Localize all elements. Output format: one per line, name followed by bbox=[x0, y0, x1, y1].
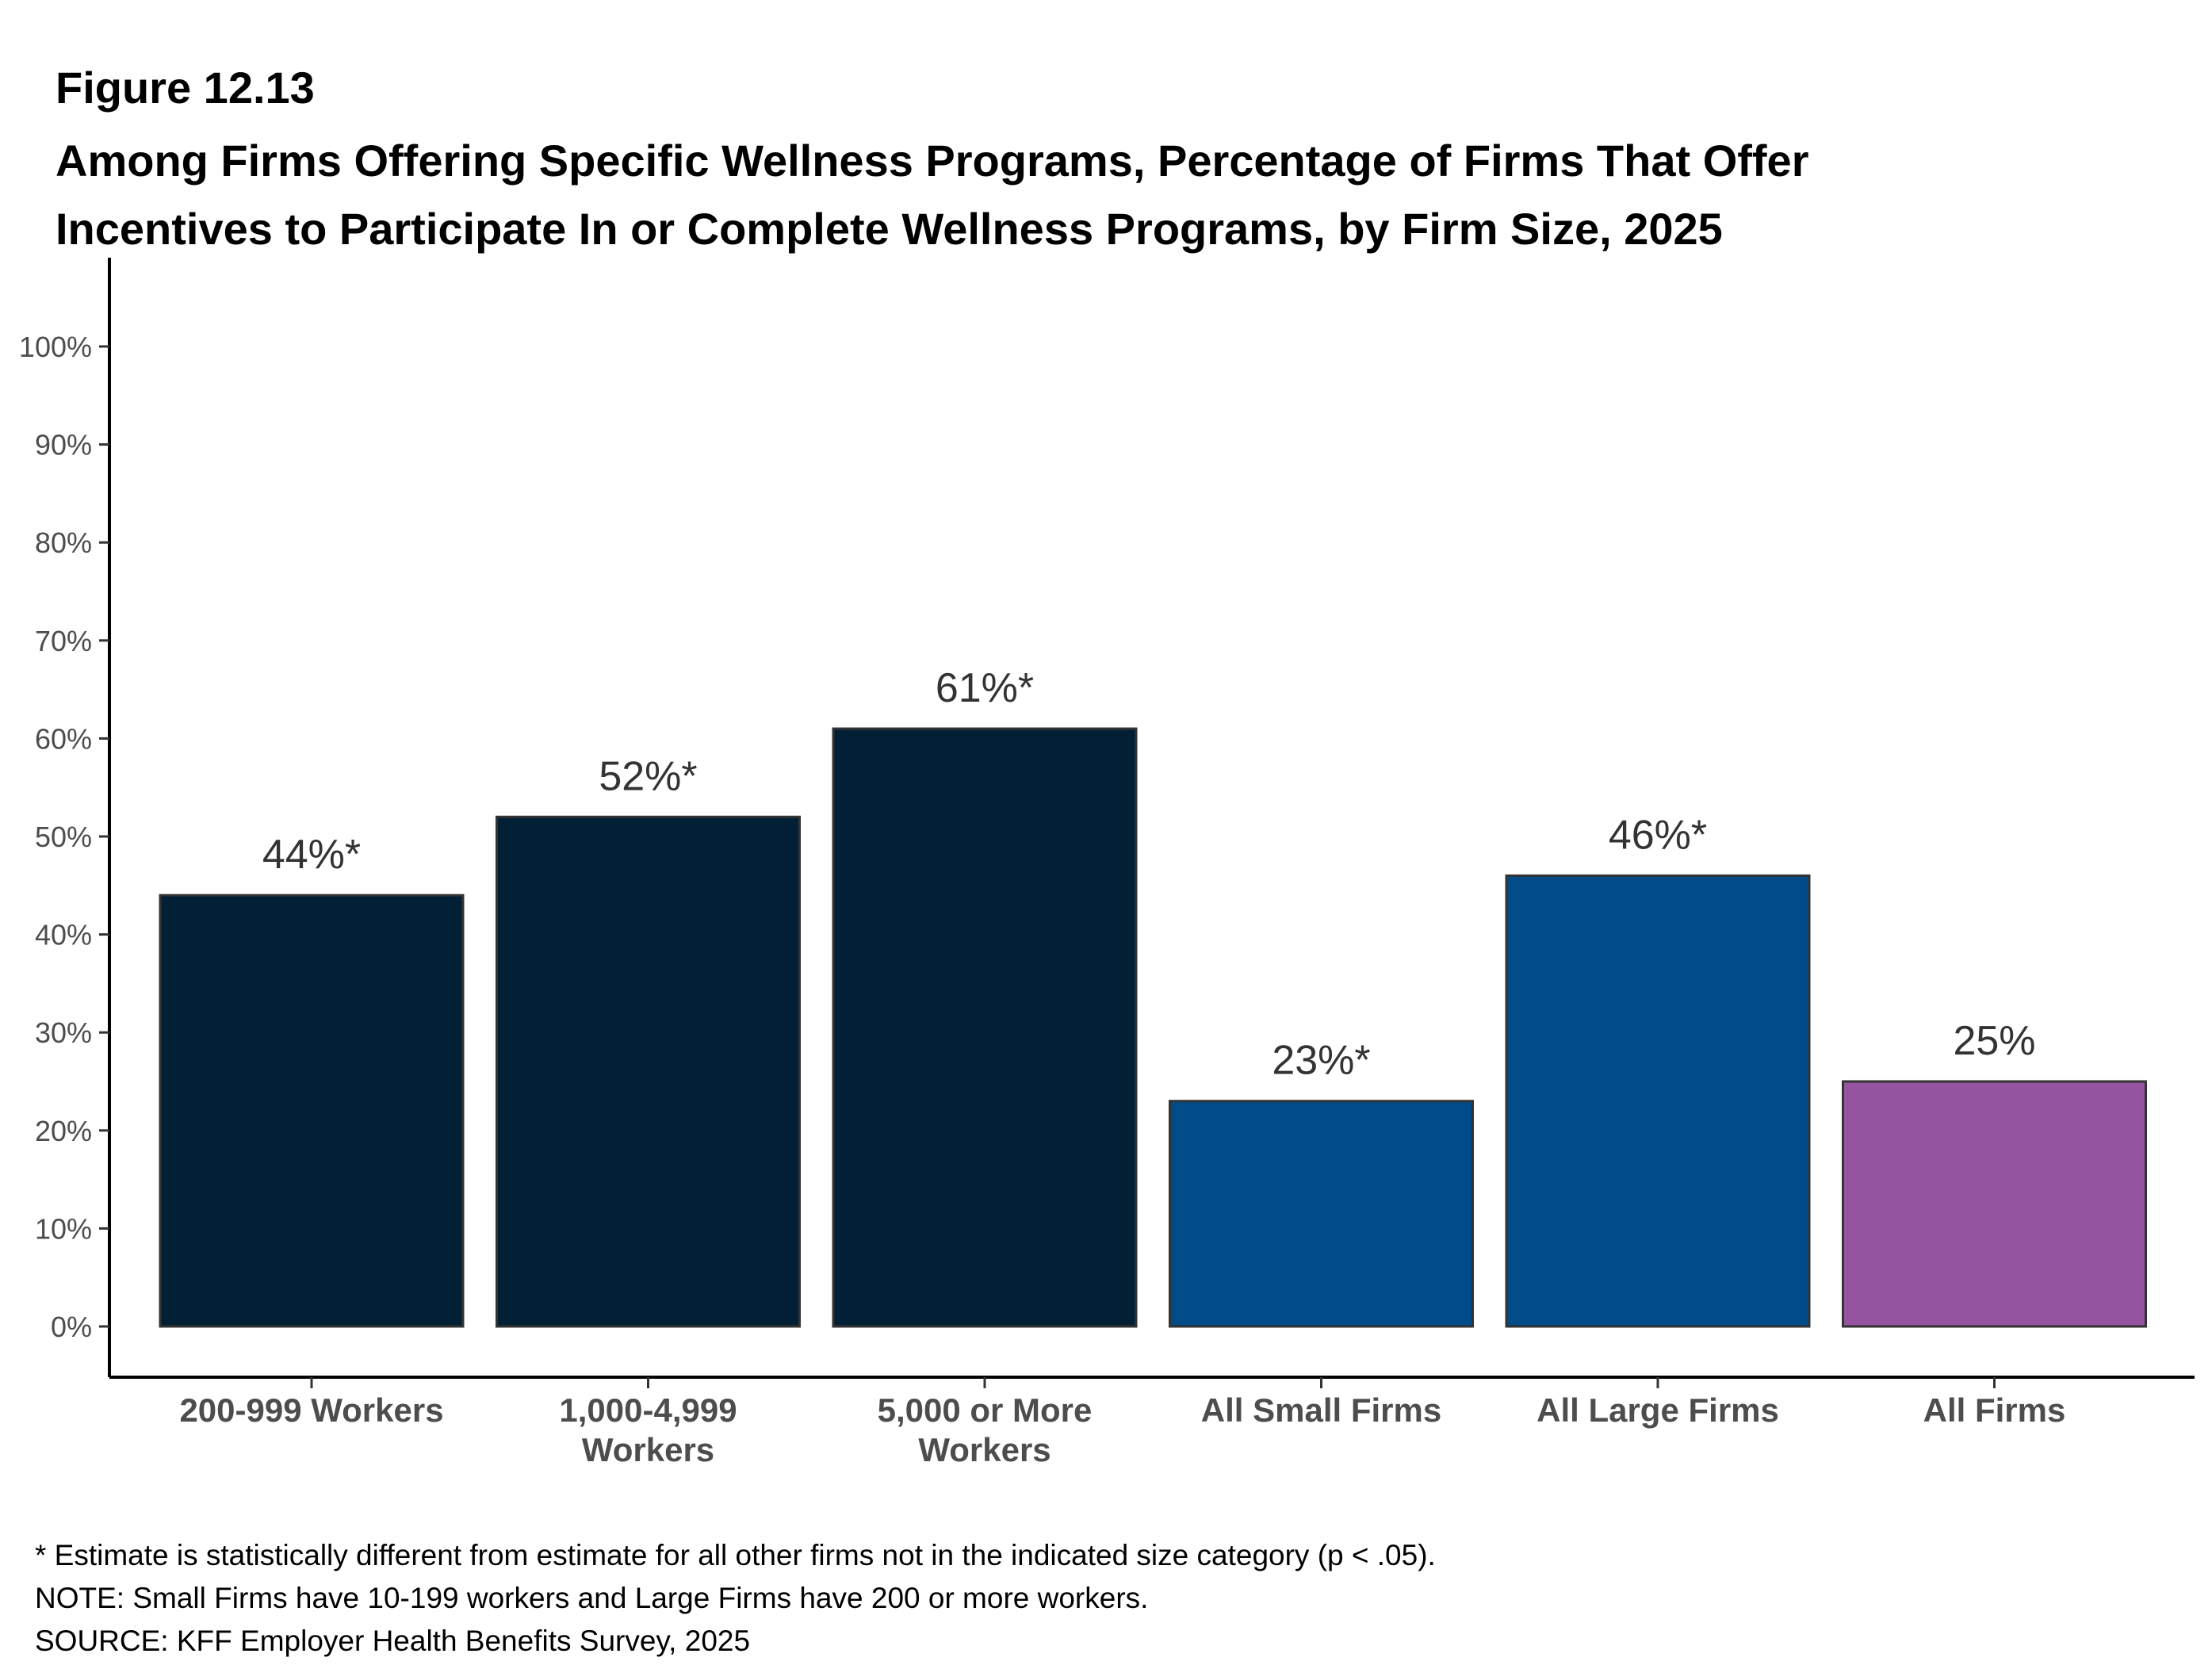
source-note: SOURCE: KFF Employer Health Benefits Sur… bbox=[35, 1625, 751, 1657]
significance-note: * Estimate is statistically different fr… bbox=[35, 1539, 1436, 1571]
bar bbox=[1505, 874, 1811, 1328]
bars bbox=[159, 727, 2147, 1328]
x-category-label-line: Workers bbox=[582, 1431, 714, 1468]
bar-chart: 0% 10% 20% 30% 40% 50% 60% 70% 80% 90% 100% 200-99… bbox=[19, 258, 2195, 1468]
x-category-label-line: All Small Firms bbox=[1201, 1391, 1441, 1429]
data-label: 23%* bbox=[1272, 1038, 1370, 1084]
data-label: 61%* bbox=[936, 665, 1034, 711]
x-category-label-line: Workers bbox=[918, 1431, 1051, 1468]
y-tick-label: 20% bbox=[35, 1115, 92, 1147]
x-category-label: 200-999 Workers bbox=[179, 1391, 443, 1429]
data-label: 44%* bbox=[262, 832, 361, 878]
figure-number: Figure 12.13 bbox=[55, 63, 315, 113]
y-tick-label: 10% bbox=[35, 1212, 92, 1245]
x-category-label-line: 200-999 Workers bbox=[179, 1391, 443, 1429]
x-category-label: All Firms bbox=[1923, 1391, 2066, 1429]
chart-title: Among Firms Offering Specific Wellness P… bbox=[55, 127, 2117, 263]
x-category-label: 5,000 or More Workers bbox=[878, 1391, 1093, 1468]
chart-title-line-2: Incentives to Participate In or Complete… bbox=[55, 204, 1723, 254]
y-tick-label: 30% bbox=[35, 1016, 92, 1049]
y-tick-label: 70% bbox=[35, 625, 92, 657]
y-tick-label: 100% bbox=[19, 331, 92, 363]
bar bbox=[832, 727, 1138, 1328]
data-label: 46%* bbox=[1609, 812, 1707, 858]
data-label: 25% bbox=[1953, 1018, 2035, 1064]
x-category-label-line: 1,000-4,999 bbox=[559, 1391, 737, 1429]
size-note: NOTE: Small Firms have 10-199 workers an… bbox=[35, 1582, 1149, 1614]
y-tick-label: 0% bbox=[51, 1311, 92, 1343]
data-labels: 44%* 52%* 61%* 23%* 46%* 25% bbox=[262, 665, 2036, 1084]
chart-title-line-1: Among Firms Offering Specific Wellness P… bbox=[55, 136, 1809, 186]
x-category-label: All Large Firms bbox=[1537, 1391, 1779, 1429]
y-tick-label: 40% bbox=[35, 919, 92, 951]
x-category-label-line: All Large Firms bbox=[1537, 1391, 1779, 1429]
bar bbox=[1169, 1100, 1474, 1328]
y-tick-label: 60% bbox=[35, 722, 92, 755]
bar bbox=[159, 894, 465, 1328]
y-tick-label: 50% bbox=[35, 821, 92, 853]
data-label: 52%* bbox=[599, 753, 697, 799]
x-category-label: All Small Firms bbox=[1201, 1391, 1441, 1429]
footnotes: * Estimate is statistically different fr… bbox=[35, 1534, 1436, 1663]
bar bbox=[1842, 1080, 2147, 1328]
y-tick-label: 90% bbox=[35, 429, 92, 461]
bar bbox=[496, 815, 801, 1328]
x-category-label-line: All Firms bbox=[1923, 1391, 2066, 1429]
x-category-label: 1,000-4,999 Workers bbox=[559, 1391, 737, 1468]
x-category-label-line: 5,000 or More bbox=[878, 1391, 1093, 1429]
y-tick-label: 80% bbox=[35, 526, 92, 559]
y-axis: 0% 10% 20% 30% 40% 50% 60% 70% 80% 90% 100% bbox=[19, 258, 111, 1377]
